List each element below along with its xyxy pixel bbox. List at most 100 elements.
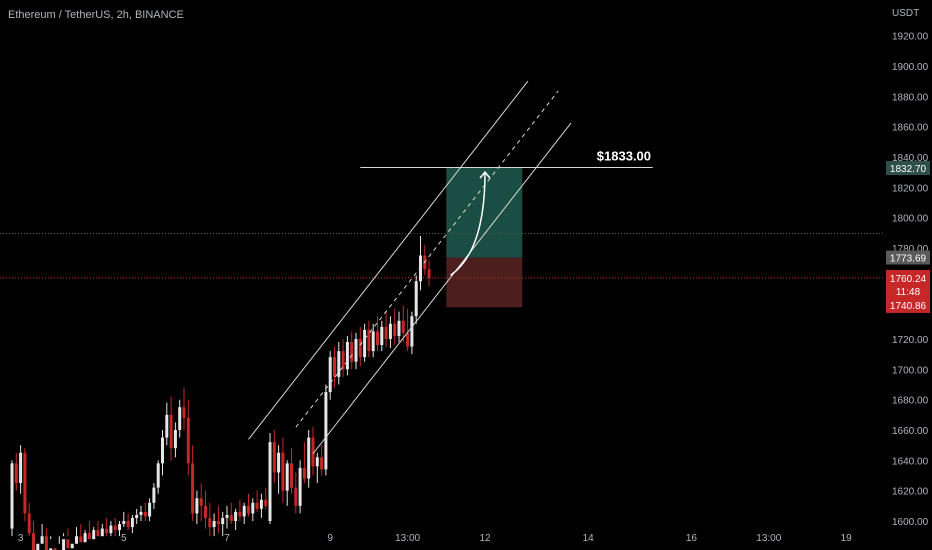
candle-body [427,269,431,279]
x-tick-label: 7 [224,533,230,544]
candle-body [130,517,134,528]
candle-body [259,499,263,509]
candle-body [173,429,177,449]
candle-body [367,329,371,352]
candle-body [165,414,169,438]
candle-body [53,548,57,550]
target-label: $1833.00 [597,149,651,164]
time-axis: 3 5 7 9 13:00 12 14 16 13:00 19 [18,533,852,544]
candle-body [122,521,126,525]
candle-body [66,539,70,549]
candle-body [388,323,392,339]
candle-body [281,452,285,491]
candle-body [371,331,375,352]
entry-price-tag: 1773.69 [890,254,927,265]
candle-body [195,498,199,514]
y-tick-label: 1820.00 [892,183,929,194]
channel-upper [248,80,529,440]
candle-body [290,463,293,488]
candle-body [419,255,422,282]
candle-body [298,467,302,506]
candle-body [79,536,83,543]
candle-body [268,442,272,521]
candle-body [285,463,289,491]
candle-body [178,407,182,430]
candle-body [341,351,345,370]
candle-body [324,392,328,470]
candle-body [10,463,14,529]
candle-body [397,320,401,336]
candle-body [337,351,341,377]
last-price-box [886,269,930,313]
candle-body [315,457,319,467]
candle-body [169,414,173,449]
candle-body [410,316,414,347]
candle-body [333,357,336,377]
y-tick-label: 1600.00 [892,517,929,528]
candle-body [229,514,233,521]
candle-body [264,499,268,506]
candle-body [109,525,113,534]
candle-body [83,533,87,543]
candle-body [199,498,203,506]
candle-body [152,487,156,503]
candle-body [105,528,109,534]
x-tick-label: 14 [583,533,595,544]
candle-body [27,513,31,534]
candle-body [294,487,298,506]
y-tick-label: 1840.00 [892,153,929,164]
candle-body [216,521,220,525]
y-tick-label: 1680.00 [892,396,929,407]
candle-body [212,521,216,528]
candle-body [350,342,354,362]
drawings: $1833.00 [248,80,653,455]
candle-body [221,517,225,525]
candle-body [70,543,74,549]
candle-body [87,533,91,540]
candle-body [14,463,18,484]
target-price-tag: 1832.70 [890,164,927,175]
candle-body [242,505,246,517]
x-tick-label: 13:00 [756,533,781,544]
price-axis-currency: USDT [892,8,920,19]
arrow-head-icon [479,170,491,179]
stop-zone [446,257,523,308]
candle-body [380,326,384,346]
y-tick-label: 1720.00 [892,335,929,346]
x-tick-label: 19 [841,533,853,544]
candle-body [191,463,195,514]
channel-lower [312,122,572,455]
y-tick-label: 1800.00 [892,214,929,225]
candle-body [156,463,160,488]
y-tick-label: 1920.00 [892,32,929,43]
last-price-tag: 1760.24 [890,274,927,285]
x-tick-label: 16 [686,533,698,544]
candle-body [358,338,362,358]
candle-body [307,437,311,479]
candle-body [23,452,27,514]
candle-body [406,332,410,347]
y-tick-label: 1900.00 [892,62,929,73]
candle-body [161,437,164,464]
candle-body [328,357,332,393]
y-tick-label: 1700.00 [892,365,929,376]
candle-body [148,502,152,517]
line-layer [0,233,884,279]
x-tick-label: 9 [327,533,333,544]
candle-body [139,511,143,515]
candles [10,235,431,550]
candle-body [126,521,130,528]
candle-body [32,533,35,550]
target-price-tag-box [886,161,930,176]
candle-body [143,511,147,517]
y-tick-label: 1660.00 [892,426,929,437]
candle-body [345,342,349,370]
candle-body [363,329,367,358]
y-tick-label: 1780.00 [892,244,929,255]
stop-price-tag: 1740.86 [890,301,927,312]
candle-body [135,514,139,518]
candle-body [100,528,104,537]
candle-body [96,530,100,537]
x-tick-label: 12 [479,533,491,544]
